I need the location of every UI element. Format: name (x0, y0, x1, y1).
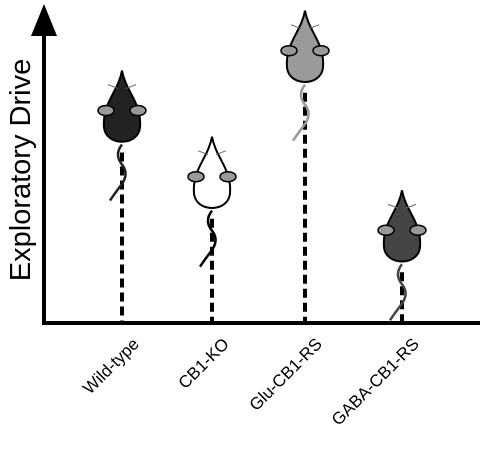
mouse-ear (409, 224, 427, 236)
whisker (215, 150, 227, 156)
mouse (97, 70, 147, 202)
mouse-body (382, 190, 422, 263)
mouse-ear (280, 44, 298, 57)
y-axis-label: Exploratory Drive (5, 59, 37, 281)
x-tick-label: CB1-KO (175, 334, 233, 392)
mouse (187, 136, 237, 268)
mouse-ear (97, 104, 115, 117)
whisker (405, 203, 417, 209)
mouse-tail (291, 83, 310, 142)
mouse-ear (312, 44, 330, 57)
mouse (377, 190, 427, 321)
whisker (125, 84, 137, 90)
mouse-ear (219, 170, 237, 183)
whisker (107, 84, 119, 90)
whisker (308, 24, 320, 30)
mouse (280, 10, 330, 142)
mouse-ear (377, 224, 395, 236)
mouse-tail (388, 263, 407, 321)
mouse-body (285, 10, 325, 83)
mouse-tail (198, 209, 217, 268)
whisker (290, 24, 302, 30)
x-tick-label: Wild-type (79, 334, 143, 398)
mouse-body (192, 136, 232, 209)
mouse-ear (129, 104, 147, 117)
mouse-ear (187, 170, 205, 183)
whisker (387, 203, 399, 209)
mouse-body (102, 70, 142, 143)
mouse-tail (108, 143, 127, 202)
x-tick-label: Glu-CB1-RS (246, 334, 326, 414)
x-tick-label: GABA-CB1-RS (328, 334, 423, 429)
whisker (197, 150, 209, 156)
y-axis-arrow (31, 4, 57, 36)
